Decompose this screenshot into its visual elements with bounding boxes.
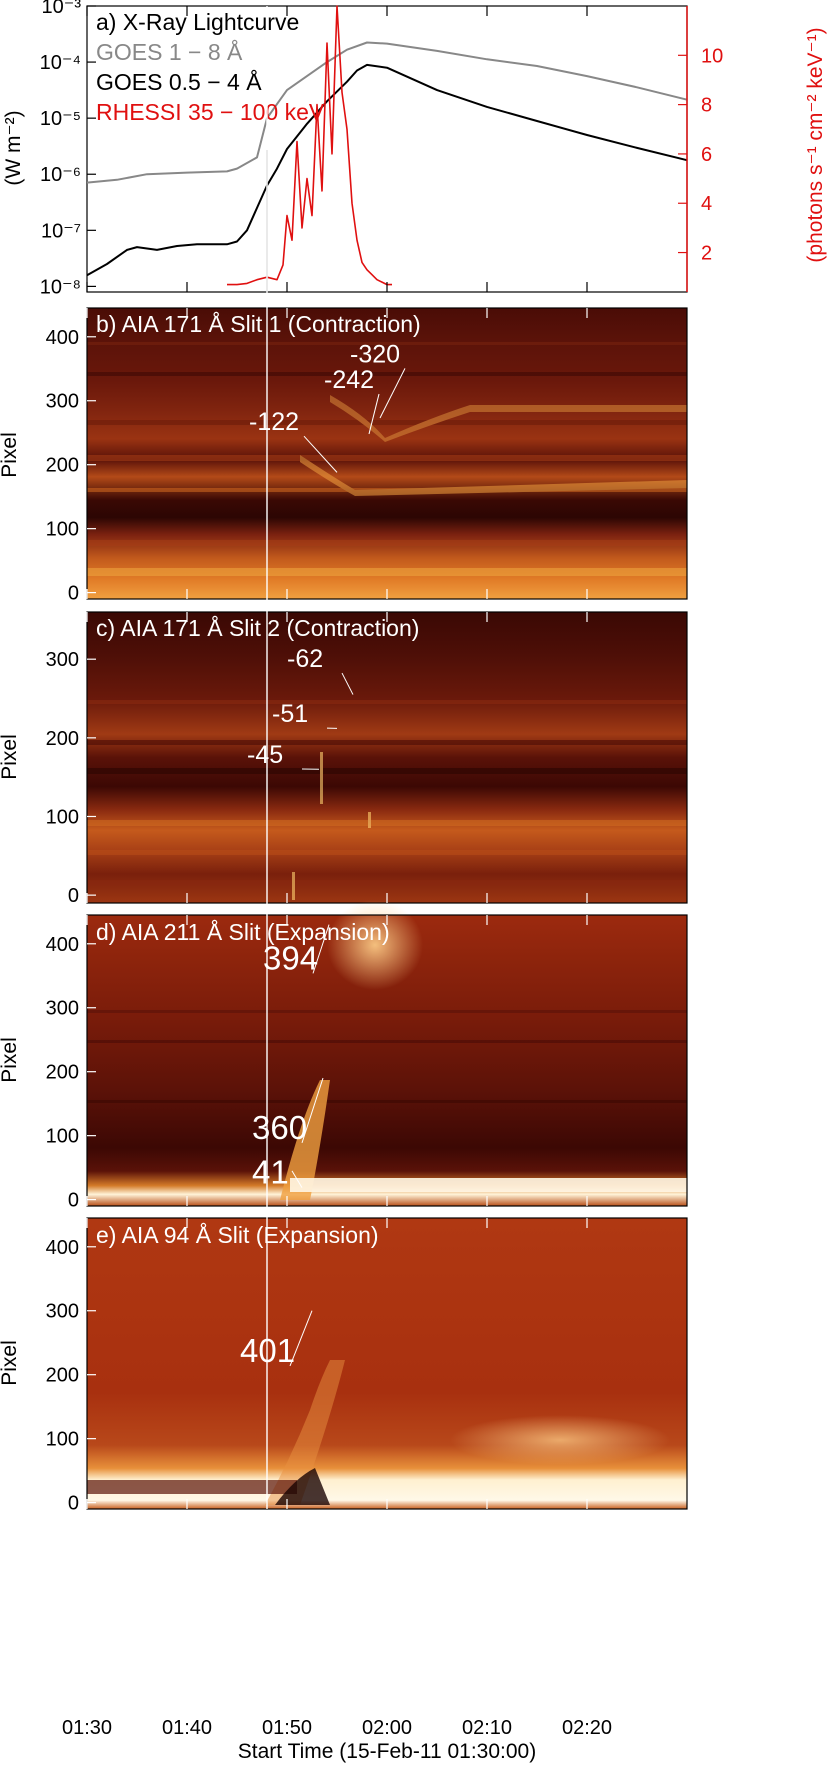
- panel-a-xray-lightcurve: 10⁻⁸ 10⁻⁷ 10⁻⁶ 10⁻⁵ 10⁻⁴ 10⁻³ 2 4 6 8 10 a) X-Ray…: [2, 0, 827, 298]
- x-tick-label: 02:00: [362, 1717, 412, 1739]
- panel-b-y-ticks: 0 100 200 300 400: [46, 327, 96, 605]
- x-tick-label: 02:20: [562, 1717, 612, 1739]
- panel-a-left-tick-label: 10⁻⁷: [41, 220, 81, 242]
- panel-b-annotation-label: -242: [324, 366, 374, 394]
- x-tick-label: 01:50: [262, 1717, 312, 1739]
- legend-rhessi: RHESSI 35 − 100 keV: [96, 99, 325, 125]
- panel-c-aia171-slit2: 0 100 200 300 -62 -51 -45 c) AIA 171 Å Slit 2…: [0, 611, 688, 907]
- panel-a-right-tick-label: 10: [701, 45, 723, 67]
- panel-d-y-tick-label: 200: [46, 1062, 79, 1084]
- panel-d-annotation-line: [291, 1170, 303, 1188]
- panel-a-left-tick-label: 10⁻⁶: [40, 164, 81, 186]
- panel-e-image: [87, 1218, 687, 1509]
- panel-e-y-tick-label: 0: [68, 1493, 79, 1515]
- panel-b-annotation-line: [303, 435, 338, 473]
- panel-d-y-tick-label: 100: [46, 1126, 79, 1148]
- panel-b-streaks: [87, 342, 687, 576]
- panel-b-annotation-line: [379, 368, 406, 419]
- panel-d-features: [87, 900, 687, 1200]
- panel-a-right-tick-label: 4: [701, 193, 712, 215]
- panel-d-annotation-label: 41: [252, 1154, 289, 1191]
- x-tick-label: 01:40: [162, 1717, 212, 1739]
- panel-a-left-y-ticks: 10⁻⁸ 10⁻⁷ 10⁻⁶ 10⁻⁵ 10⁻⁴ 10⁻³: [40, 0, 96, 298]
- panel-a-right-tick-label: 2: [701, 243, 712, 265]
- panel-a-left-tick-label: 10⁻⁴: [40, 52, 81, 74]
- panel-a-right-y-label: (photons s⁻¹ cm⁻² keV⁻¹): [804, 27, 827, 262]
- panel-c-title: c) AIA 171 Å Slit 2 (Contraction): [96, 614, 419, 641]
- panel-e-y-tick-label: 400: [46, 1237, 79, 1259]
- panel-a-left-y-label: (W m⁻²): [2, 110, 25, 185]
- x-axis-tick-labels: 01:30 01:40 01:50 02:00 02:10 02:20: [62, 1717, 612, 1739]
- panel-b-annotation-label: -320: [350, 340, 400, 368]
- panel-b-y-tick-label: 100: [46, 519, 79, 541]
- panel-b-annotation-label: -122: [249, 408, 299, 436]
- panel-b-y-tick-label: 400: [46, 327, 79, 349]
- panel-a-series: [86, 5, 688, 286]
- panel-e-y-tick-label: 200: [46, 1365, 79, 1387]
- panel-a-series-2-line: [227, 5, 392, 286]
- panel-c-y-tick-label: 100: [46, 806, 79, 828]
- panel-d-title: d) AIA 211 Å Slit (Expansion): [96, 918, 390, 945]
- panel-c-annotation-label: -45: [247, 741, 283, 769]
- panel-a-right-tick-label: 8: [701, 95, 712, 117]
- panel-d-annotation-line: [312, 924, 330, 974]
- panel-c-annotation-line: [341, 672, 354, 695]
- panel-b-y-tick-label: 200: [46, 455, 79, 477]
- panel-d-annotation-label: 360: [252, 1109, 307, 1146]
- panel-b-y-tick-label: 0: [68, 583, 79, 605]
- panel-d-y-tick-label: 300: [46, 998, 79, 1020]
- panel-c-y-tick-label: 0: [68, 885, 79, 907]
- panel-a-title: a) X-Ray Lightcurve: [96, 9, 299, 35]
- panel-b-annotations: -320-242 -122: [249, 340, 406, 473]
- panel-c-y-ticks: 0 100 200 300: [46, 649, 96, 907]
- panel-d-y-label: Pixel: [0, 1037, 21, 1083]
- panel-d-aia211: 0 100 200 300 400 394 360 41 d) AIA 211 Å Slit…: [0, 900, 688, 1212]
- panel-c-image: [87, 612, 687, 903]
- panel-b-y-label: Pixel: [0, 432, 21, 478]
- legend-goes-1-8: GOES 1 − 8 Å: [96, 38, 243, 65]
- panel-b-y-tick-label: 300: [46, 391, 79, 413]
- panel-a-left-tick-label: 10⁻³: [42, 0, 82, 18]
- panel-a-left-tick-label: 10⁻⁵: [40, 108, 81, 130]
- panel-c-y-tick-label: 300: [46, 649, 79, 671]
- panel-b-image: [87, 308, 687, 599]
- panel-d-y-ticks: 0 100 200 300 400: [46, 934, 96, 1212]
- panel-d-y-tick-label: 0: [68, 1190, 79, 1212]
- panel-a-series-0-line: [86, 41, 688, 184]
- panel-b-annotation-line: [368, 393, 380, 435]
- panel-d-y-tick-label: 400: [46, 934, 79, 956]
- panel-b-aia171-slit1: 0 100 200 300 400 -320-242 -122 b) AIA 171 Å …: [0, 307, 688, 605]
- panel-a-right-tick-label: 6: [701, 144, 712, 166]
- panel-d-annotations: 394 360 41: [252, 924, 330, 1191]
- panel-d-annotation-line: [301, 1077, 324, 1144]
- panel-e-y-tick-label: 300: [46, 1301, 79, 1323]
- panel-c-annotations: -62 -51 -45: [247, 645, 354, 770]
- panel-c-y-label: Pixel: [0, 734, 21, 780]
- x-axis-title: Start Time (15-Feb-11 01:30:00): [238, 1740, 536, 1763]
- panel-a-left-tick-label: 10⁻⁸: [40, 276, 81, 298]
- panel-c-streaks: [87, 700, 687, 900]
- panel-b-title: b) AIA 171 Å Slit 1 (Contraction): [96, 310, 421, 337]
- panel-c-annotation-label: -62: [287, 645, 323, 673]
- panel-d-annotation-label: 394: [263, 939, 318, 976]
- legend-goes-05-4: GOES 0.5 − 4 Å: [96, 68, 262, 95]
- x-tick-label: 02:10: [462, 1717, 512, 1739]
- panel-e-features: [87, 1360, 670, 1505]
- panel-c-annotation-label: -51: [272, 700, 308, 728]
- panel-e-y-label: Pixel: [0, 1340, 21, 1386]
- panel-a-series-1-line: [86, 63, 688, 277]
- panel-e-y-tick-label: 100: [46, 1429, 79, 1451]
- panel-c-y-tick-label: 200: [46, 728, 79, 750]
- panel-a-right-y-ticks: 2 4 6 8 10: [678, 45, 723, 265]
- panel-e-annotation-line: [289, 1310, 313, 1367]
- panel-e-title: e) AIA 94 Å Slit (Expansion): [96, 1221, 379, 1248]
- panel-e-y-ticks: 0 100 200 300 400: [46, 1237, 96, 1515]
- x-tick-label: 01:30: [62, 1717, 112, 1739]
- x-axis-ticks: [86, 6, 588, 1509]
